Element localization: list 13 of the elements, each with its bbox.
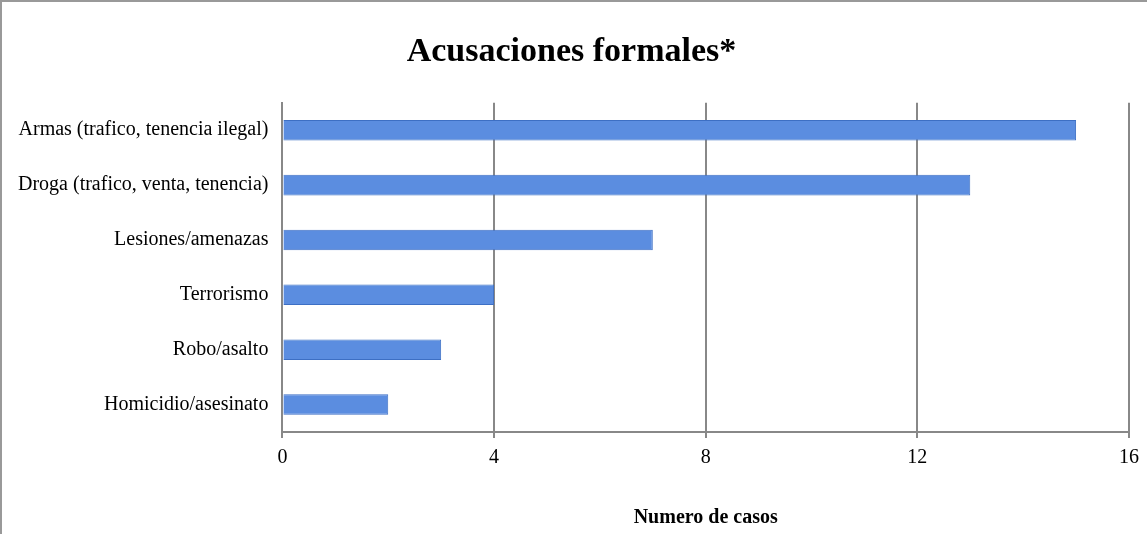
y-tick-label: Droga (trafico, venta, tenencia) (18, 172, 269, 196)
y-tick-label: Armas (trafico, tenencia ilegal) (18, 117, 269, 141)
y-tick-label: Terrorismo (179, 282, 269, 305)
y-tick-label: Lesiones/amenazas (114, 227, 269, 250)
x-tick-label: 4 (489, 445, 500, 468)
y-tick-label: Robo/asalto (172, 336, 269, 359)
x-tick-label: 16 (1119, 445, 1139, 468)
x-tick-label: 0 (277, 445, 288, 468)
x-tick-label: 12 (907, 445, 928, 468)
chart-title: Acusaciones formales* (406, 31, 737, 69)
y-tick-label: Homicidio/asesinato (104, 391, 269, 414)
x-axis-title: Numero de casos (633, 505, 778, 528)
x-tick-label: 8 (700, 445, 711, 468)
